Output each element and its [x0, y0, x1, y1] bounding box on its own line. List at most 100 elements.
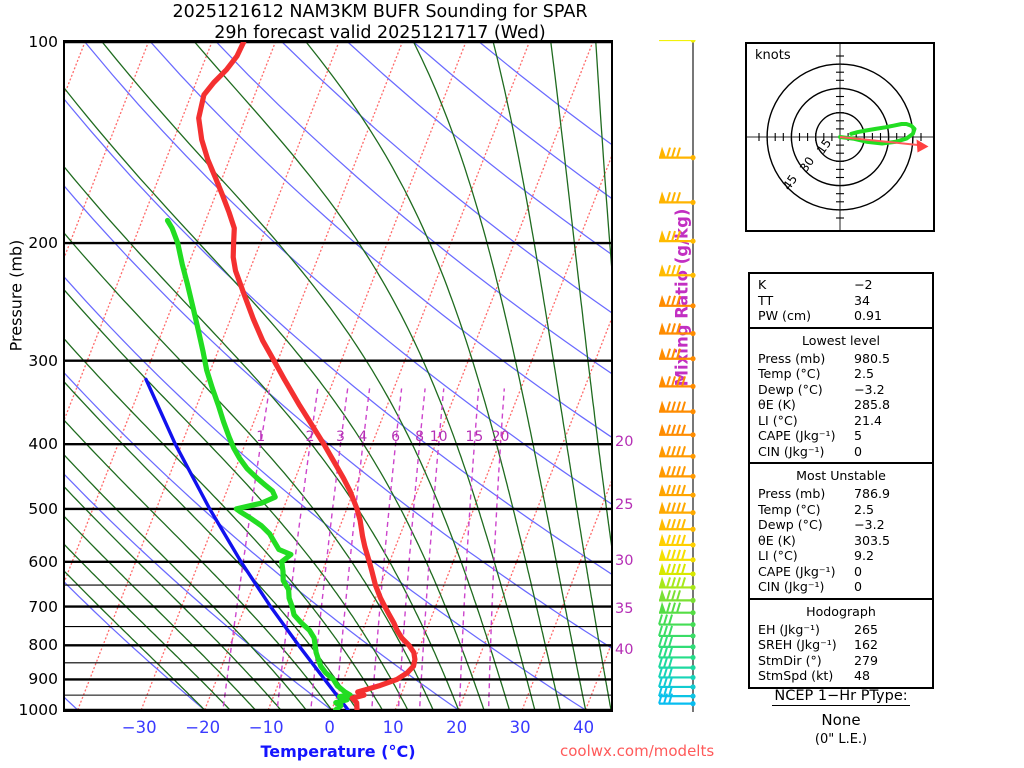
stats-row: CIN (Jkg⁻¹) 0 [750, 444, 932, 460]
temperature-axis-title: Temperature (°C) [260, 742, 416, 761]
pressure-tick-label: 800 [28, 636, 58, 655]
mixing-ratio-label: 10 [429, 429, 448, 446]
stats-row-value: 0 [854, 563, 863, 579]
stats-row-key: CAPE (Jkg⁻¹) [758, 563, 836, 579]
stats-row-value: 5 [854, 428, 863, 443]
stats-row: TT 34 [750, 293, 932, 309]
pressure-tick-label: 400 [28, 435, 58, 454]
stats-row: CIN (Jkg⁻¹) 0 [750, 579, 932, 595]
stats-row-value: 34 [854, 292, 871, 308]
moist-adiabat-lines [65, 42, 611, 710]
stats-row-key: Temp (°C) [758, 501, 821, 517]
stats-row-value: −3.2 [854, 381, 885, 397]
stats-row-value: 980.5 [854, 350, 891, 366]
stats-row-key: Dewp (°C) [758, 517, 823, 532]
pressure-axis-title: Pressure (mb) [6, 239, 26, 352]
ptype-liquid-equivalent: (0" L.E.) [814, 732, 868, 747]
pressure-tick-label: 300 [28, 351, 58, 370]
chart-title: 2025121612 NAM3KM BUFR Sounding for SPAR… [0, 2, 760, 44]
stats-row: CAPE (Jkg⁻¹) 0 [750, 564, 932, 580]
stats-row-value: 0.91 [854, 308, 883, 323]
dewpoint-trace [164, 217, 353, 710]
stats-row: θE (K) 303.5 [750, 533, 932, 549]
stats-row-value: 265 [854, 621, 879, 637]
title-line-2: 29h forecast valid 2025121717 (Wed) [214, 23, 546, 43]
svg-text:45: 45 [780, 172, 800, 193]
mixing-ratio-scale-label: 35 [615, 601, 634, 618]
stats-row-value: 303.5 [854, 532, 891, 548]
mixing-ratio-label: 2 [305, 429, 315, 446]
hodograph[interactable]: 15 30 45 knots [745, 42, 935, 232]
temperature-tick-label: −30 [121, 718, 157, 737]
stats-row-key: Dewp (°C) [758, 381, 823, 397]
stats-row-value: 285.8 [854, 397, 891, 412]
ptype-header: NCEP 1−Hr PType: [772, 688, 910, 706]
mixing-ratio-label: 6 [391, 429, 401, 446]
stats-row-value: 279 [854, 652, 879, 668]
stats-row: PW (cm) 0.91 [750, 308, 932, 324]
ptype-value: None [821, 711, 861, 729]
stats-row-key: LI (°C) [758, 412, 798, 428]
stats-row-value: 0 [854, 443, 863, 459]
stats-row: Temp (°C) 2.5 [750, 366, 932, 382]
mixing-ratio-label: 4 [358, 429, 368, 446]
pressure-tick-label: 700 [28, 597, 58, 616]
mixing-ratio-scale-label: 25 [615, 497, 634, 514]
mixing-ratio-label: 1 [256, 429, 266, 446]
stats-row: Dewp (°C) −3.2 [750, 517, 932, 533]
stats-row: LI (°C) 21.4 [750, 413, 932, 429]
mixing-ratio-scale-label: 40 [615, 641, 634, 658]
stats-row-key: SREH (Jkg⁻¹) [758, 637, 837, 652]
temperature-tick-label: −10 [248, 718, 284, 737]
mixing-ratio-scale-label: 30 [615, 553, 634, 570]
stats-row-value: 9.2 [854, 548, 875, 563]
wind-barb-canvas [658, 29, 696, 712]
sounding-stats-panel: K −2 TT 34 PW (cm) 0.91 Lowest level Press (mb… [748, 272, 934, 689]
stats-section-header: Hodograph [806, 603, 876, 619]
stats-row-value: −3.2 [854, 517, 885, 532]
stats-row-key: θE (K) [758, 397, 796, 412]
mixing-ratio-lines [222, 388, 505, 710]
stats-row-value: 786.9 [854, 486, 891, 501]
stats-row-key: EH (Jkg⁻¹) [758, 621, 820, 637]
stats-row: LI (°C) 9.2 [750, 548, 932, 564]
stats-row-key: Temp (°C) [758, 366, 821, 381]
dry-adiabat-lines [65, 42, 611, 710]
isobar-lines [65, 42, 611, 710]
mixing-ratio-scale-label: 20 [615, 434, 634, 451]
stats-row: SREH (Jkg⁻¹) 162 [750, 637, 932, 653]
stats-row-value: 48 [854, 668, 871, 683]
stats-row-key: StmDir (°) [758, 652, 822, 668]
stats-row-value: −2 [854, 277, 873, 292]
pressure-tick-label: 100 [28, 33, 58, 51]
mixing-ratio-label: 20 [491, 429, 510, 446]
pressure-tick-label: 1000 [18, 701, 58, 719]
temperature-tick-label: 10 [382, 718, 404, 737]
ptype-panel: NCEP 1−Hr PType: None (0" L.E.) [745, 688, 937, 747]
stats-row: CAPE (Jkg⁻¹) 5 [750, 428, 932, 444]
stats-section-hodograph: Hodograph EH (Jkg⁻¹) 265 SREH (Jkg⁻¹) 162 Stm… [750, 597, 932, 687]
title-line-1: 2025121612 NAM3KM BUFR Sounding for SPAR [172, 2, 588, 22]
stats-row-key: CIN (Jkg⁻¹) [758, 579, 825, 594]
isotherm-lines [65, 42, 611, 710]
mixing-ratio-label: 15 [465, 429, 484, 446]
pressure-tick-label: 900 [28, 670, 58, 689]
hodograph-units-label: knots [755, 48, 791, 63]
stats-row-key: PW (cm) [758, 308, 812, 323]
pressure-tick-label: 600 [28, 552, 58, 571]
stats-row: StmDir (°) 279 [750, 653, 932, 669]
stats-row-key: Press (mb) [758, 350, 826, 366]
stats-row-key: LI (°C) [758, 548, 798, 563]
skewt-diagram[interactable]: 1 2 3 4 6 8 10 15 20 [63, 40, 613, 712]
mixing-ratio-axis: 20 25 30 35 40 [615, 40, 655, 712]
stats-row-key: CAPE (Jkg⁻¹) [758, 428, 836, 443]
temperature-tick-label: −20 [185, 718, 221, 737]
parcel-trace [144, 377, 350, 710]
stats-row-value: 21.4 [854, 412, 883, 428]
temperature-tick-label: 0 [324, 718, 335, 737]
stats-section-indices: K −2 TT 34 PW (cm) 0.91 [750, 274, 932, 327]
stats-row: K −2 [750, 277, 932, 293]
stats-row-key: θE (K) [758, 532, 796, 548]
stats-row-value: 2.5 [854, 501, 875, 517]
